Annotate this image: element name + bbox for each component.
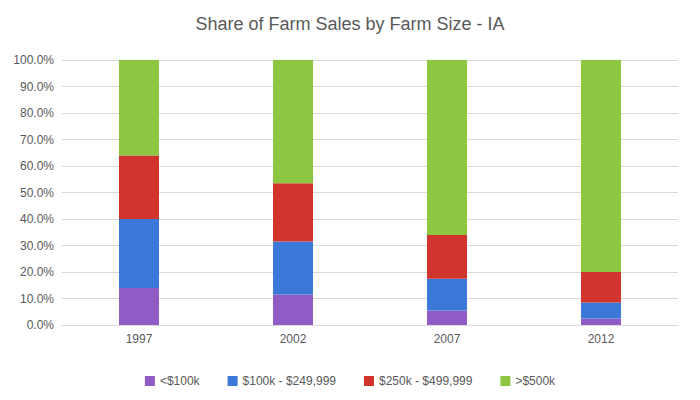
svg-text:100.0%: 100.0% [13,53,54,67]
svg-text:$100k - $249,999: $100k - $249,999 [243,374,337,388]
svg-text:2002: 2002 [280,332,307,346]
svg-text:50.0%: 50.0% [20,186,54,200]
svg-text:30.0%: 30.0% [20,239,54,253]
svg-text:Share of Farm Sales by Farm Si: Share of Farm Sales by Farm Size - IA [195,14,504,34]
svg-text:<$100k: <$100k [160,374,201,388]
svg-text:$250k - $499,999: $250k - $499,999 [379,374,473,388]
svg-text:90.0%: 90.0% [20,80,54,94]
svg-text:10.0%: 10.0% [20,292,54,306]
svg-text:40.0%: 40.0% [20,212,54,226]
svg-text:0.0%: 0.0% [27,318,55,332]
svg-text:60.0%: 60.0% [20,159,54,173]
svg-text:2012: 2012 [588,332,615,346]
svg-text:70.0%: 70.0% [20,133,54,147]
svg-text:1997: 1997 [126,332,153,346]
svg-text:20.0%: 20.0% [20,265,54,279]
svg-text:2007: 2007 [434,332,461,346]
svg-text:>$500k: >$500k [515,374,556,388]
svg-text:80.0%: 80.0% [20,106,54,120]
